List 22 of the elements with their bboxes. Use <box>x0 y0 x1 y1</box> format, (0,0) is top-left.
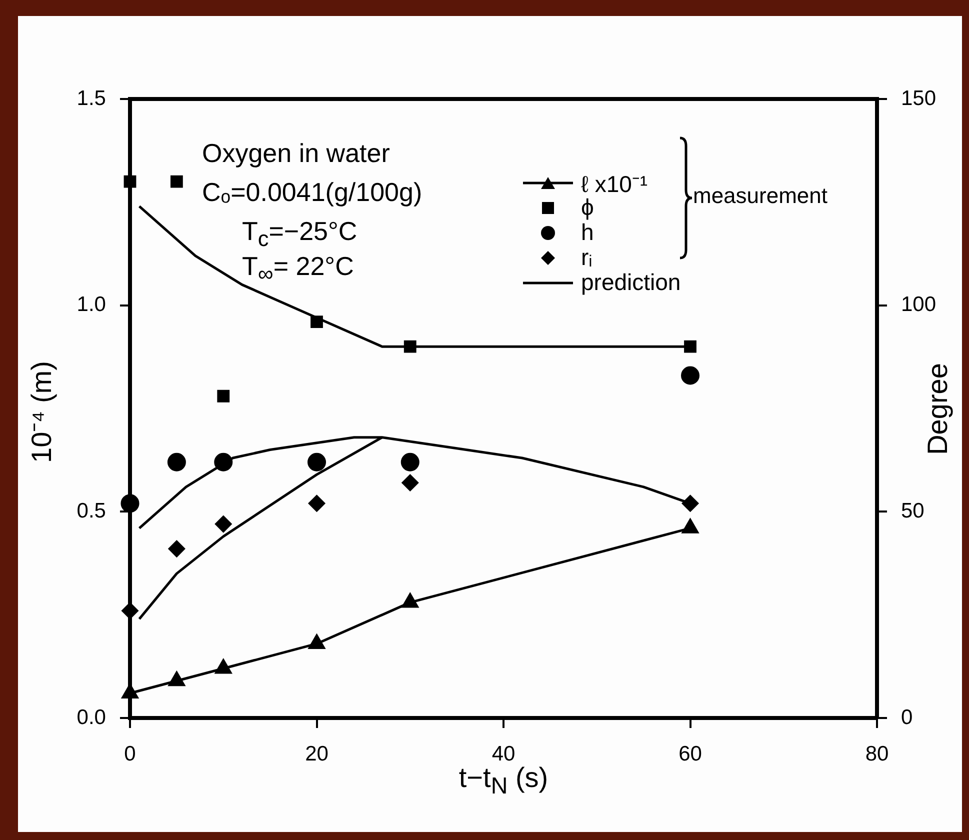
legend-label: rᵢ <box>581 244 592 271</box>
annotation: T$_{∞}$= 22°C <box>242 251 354 288</box>
y2-tick-label: 100 <box>901 293 936 316</box>
y-tick-label: 0.5 <box>76 499 106 522</box>
annotation: T$_{c}$=−25°C <box>242 216 358 252</box>
legend-label: h <box>581 219 594 246</box>
x-tick-label: 80 <box>865 742 889 766</box>
annotation: Cₒ=0.0041(g/100g) <box>202 177 422 208</box>
y2-tick-label: 50 <box>901 499 924 522</box>
annotation: measurement <box>693 183 828 209</box>
legend-label: prediction <box>581 269 681 296</box>
x-tick-label: 60 <box>678 742 702 766</box>
x-tick-label: 20 <box>305 742 328 766</box>
x-tick-label: 0 <box>124 742 136 766</box>
y2-axis-title: Degree <box>922 362 954 456</box>
y2-tick-label: 0 <box>901 706 913 729</box>
y-axis-title: 10⁻⁴ (m) <box>25 360 58 464</box>
y-tick-label: 1.5 <box>76 86 106 110</box>
y-tick-label: 0.0 <box>76 706 106 729</box>
y2-tick-label: 150 <box>901 86 936 110</box>
annotation: Oxygen in water <box>202 138 390 169</box>
y-tick-label: 1.0 <box>76 293 106 316</box>
